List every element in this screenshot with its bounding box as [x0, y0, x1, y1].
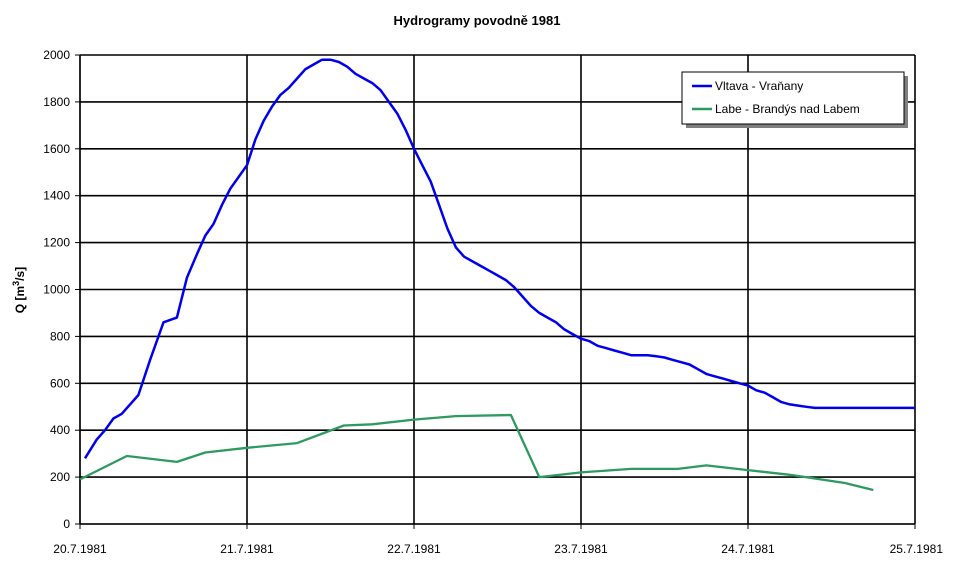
y-tick-label: 2000	[43, 48, 70, 62]
x-tick-label: 25.7.1981	[890, 542, 944, 556]
x-tick-label: 22.7.1981	[387, 542, 441, 556]
y-tick-label: 1800	[43, 95, 70, 109]
y-tick-label: 200	[50, 470, 70, 484]
y-axis-label-main: Q [m	[13, 286, 27, 313]
y-tick-label: 1000	[43, 283, 70, 297]
legend-label-vltava: Vltava - Vraňany	[715, 79, 803, 93]
series-lines	[79, 58, 915, 492]
y-tick-label: 1600	[43, 142, 70, 156]
y-axis-label: Q [m3/s]	[11, 267, 27, 313]
y-tick-label: 1400	[43, 189, 70, 203]
chart-title: Hydrogramy povodně 1981	[394, 13, 561, 28]
legend: Vltava - Vraňany Labe - Brandýs nad Labe…	[681, 71, 908, 128]
y-axis-label-superscript: 3	[11, 281, 21, 286]
axes	[79, 55, 915, 525]
x-tick-label: 21.7.1981	[220, 542, 274, 556]
y-tick-label: 400	[50, 423, 70, 437]
y-tick-label: 1200	[43, 236, 70, 250]
y-tick-label: 600	[50, 376, 70, 390]
x-tick-label: 23.7.1981	[554, 542, 608, 556]
x-tick-label: 24.7.1981	[721, 542, 775, 556]
y-tick-labels: 0 200 400 600 800 1000 1200 1400 1600 1800 2000	[43, 48, 70, 531]
y-tick-label: 0	[63, 517, 70, 531]
y-tick-label: 800	[50, 329, 70, 343]
series-line-labe	[79, 413, 874, 492]
y-axis-label-end: /s]	[13, 267, 27, 281]
series-line-vltava	[83, 58, 915, 459]
x-tick-labels: 20.7.1981 21.7.1981 22.7.1981 23.7.1981 24.7…	[53, 542, 943, 556]
x-tick-label: 20.7.1981	[53, 542, 107, 556]
legend-box	[681, 71, 905, 125]
legend-label-labe: Labe - Brandýs nad Labem	[715, 102, 860, 116]
